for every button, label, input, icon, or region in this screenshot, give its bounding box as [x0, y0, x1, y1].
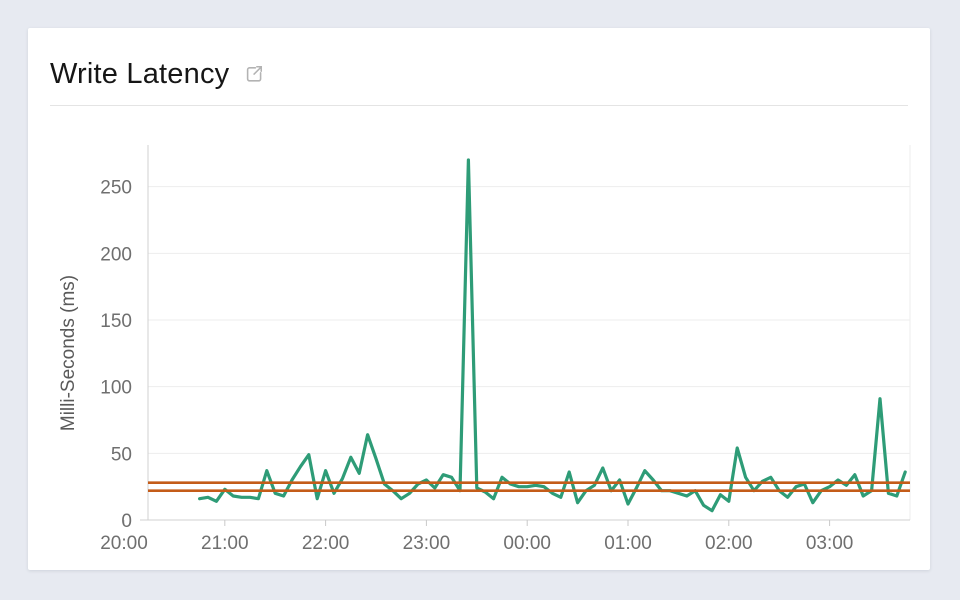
chart-title: Write Latency — [50, 58, 230, 90]
y-axis-label: 0 — [121, 511, 132, 532]
y-axis-label: 50 — [111, 444, 132, 465]
y-axis-label: 250 — [100, 178, 132, 199]
write-latency-card: Write Latency 20:00 21:00 22:00 23:00 00:00 0… — [28, 28, 930, 570]
y-axis-title: Milli-Seconds (ms) — [58, 275, 79, 431]
y-axis-label: 100 — [100, 378, 132, 399]
latency-series-line — [198, 158, 907, 513]
x-axis-label: 20:00 — [100, 533, 148, 554]
x-axis-label: 00:00 — [503, 533, 551, 554]
x-axis-label: 23:00 — [403, 533, 451, 554]
x-axis-label: 21:00 — [201, 533, 249, 554]
x-axis-label: 02:00 — [705, 533, 753, 554]
y-axis-label: 150 — [100, 311, 132, 332]
y-axis-label: 200 — [100, 244, 132, 265]
x-axis-label: 22:00 — [302, 533, 350, 554]
header-divider — [50, 105, 908, 106]
open-in-new-window-icon[interactable] — [243, 63, 265, 85]
write-latency-chart[interactable]: 20:00 21:00 22:00 23:00 00:00 01:00 02:00 03:00… — [28, 28, 930, 570]
chart-header: Write Latency — [50, 54, 908, 94]
x-axis-label: 01:00 — [604, 533, 652, 554]
x-axis-label: 03:00 — [806, 533, 854, 554]
